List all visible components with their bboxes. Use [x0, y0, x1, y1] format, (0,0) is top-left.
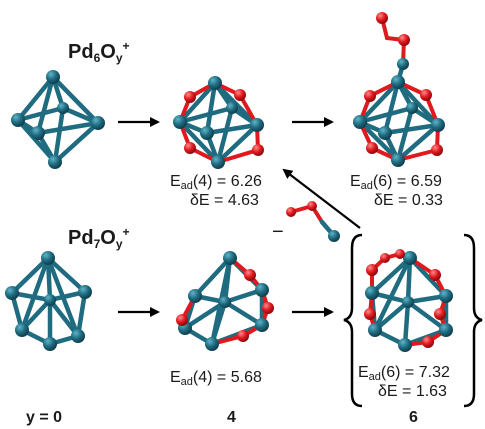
title-pd6oy: Pd6Oy+: [68, 39, 130, 65]
pd7-y6-ead-label: Ead(6) = 7.32: [358, 364, 450, 383]
arrow-pd7o6-to-pd6o4: [282, 168, 361, 229]
column-label-y4: 4: [227, 409, 236, 426]
pd6-y4-de-label: δE = 4.63: [190, 192, 259, 209]
right-brace: [463, 233, 483, 408]
minus-sign: −: [272, 221, 284, 243]
pd7-y4-cluster: [176, 251, 274, 351]
pd6-y6-ead-label: Ead(6) = 6.59: [350, 173, 442, 192]
pd6-y4-cluster: [173, 76, 264, 169]
leaving-pdo2-fragment: [286, 201, 340, 242]
left-brace: [343, 233, 363, 408]
title-pd7oy: Pd7Oy+: [68, 225, 130, 251]
pd6-y6-cluster: [353, 12, 445, 167]
pd6-y6-de-label: δE = 0.33: [374, 192, 443, 209]
column-label-y0: y = 0: [26, 409, 63, 426]
pd7-y4-ead-label: Ead(4) = 5.68: [170, 369, 262, 388]
pd6-y0-cluster: [11, 70, 105, 169]
pd7-y0-cluster: [5, 251, 92, 351]
pd7-y6-cluster: [364, 249, 453, 352]
pd6-y4-ead-label: Ead(4) = 6.26: [170, 173, 262, 192]
pd7-y6-de-label: δE = 1.63: [378, 383, 447, 400]
column-label-y6: 6: [409, 409, 418, 426]
